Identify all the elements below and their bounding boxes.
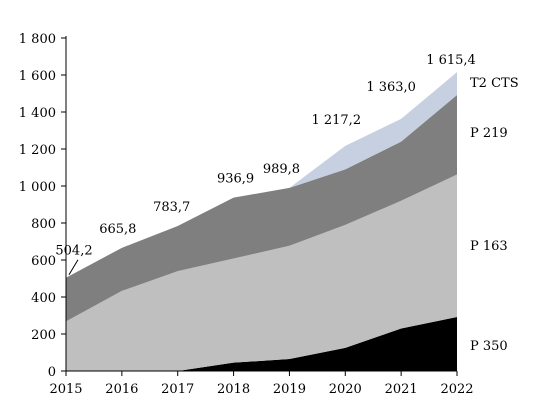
y-tick-label: 1 000 <box>19 180 56 195</box>
series-label: P 163 <box>470 239 508 254</box>
y-tick-label: 0 <box>48 365 56 380</box>
total-label: 1 217,2 <box>311 113 361 128</box>
y-tick-label: 1 400 <box>19 106 56 121</box>
series-areas <box>66 72 457 371</box>
x-tick-label: 2022 <box>440 382 473 397</box>
total-label: 783,7 <box>153 200 190 215</box>
leader-line <box>68 259 79 275</box>
x-tick-label: 2019 <box>273 382 306 397</box>
series-area-p-350 <box>66 316 457 371</box>
series-area-p-219 <box>66 94 457 322</box>
y-tick-label: 800 <box>31 217 56 232</box>
series-label: P 219 <box>470 126 508 141</box>
series-label: P 350 <box>470 339 508 354</box>
y-tick-label: 400 <box>31 291 56 306</box>
x-tick-label: 2016 <box>105 382 138 397</box>
total-label: 1 363,0 <box>366 80 416 95</box>
y-tick-label: 1 600 <box>19 69 56 84</box>
y-tick-label: 200 <box>31 328 56 343</box>
total-label: 936,9 <box>217 172 254 187</box>
x-tick-label: 2018 <box>217 382 250 397</box>
y-tick-label: 1 800 <box>19 32 56 47</box>
labels: 504,2 665,8 783,7 936,9 989,8 1 217,2 1 363,0 1… <box>55 53 518 354</box>
y-tick-label: 1 200 <box>19 143 56 158</box>
x-tick-label: 2021 <box>385 382 418 397</box>
x-tick-label: 2020 <box>329 382 362 397</box>
total-label: 665,8 <box>99 222 136 237</box>
y-tick-label: 600 <box>31 254 56 269</box>
series-area-p-163 <box>66 174 457 371</box>
series-label: T2 CTS <box>470 76 519 91</box>
axes: 0 200 400 600 800 1 000 1 200 1 400 1 600 1 800 20… <box>19 32 474 397</box>
x-tick-label: 2017 <box>161 382 194 397</box>
total-label: 989,8 <box>263 162 300 177</box>
total-label: 1 615,4 <box>426 53 476 68</box>
x-tick-label: 2015 <box>49 382 82 397</box>
total-label: 504,2 <box>55 244 92 259</box>
